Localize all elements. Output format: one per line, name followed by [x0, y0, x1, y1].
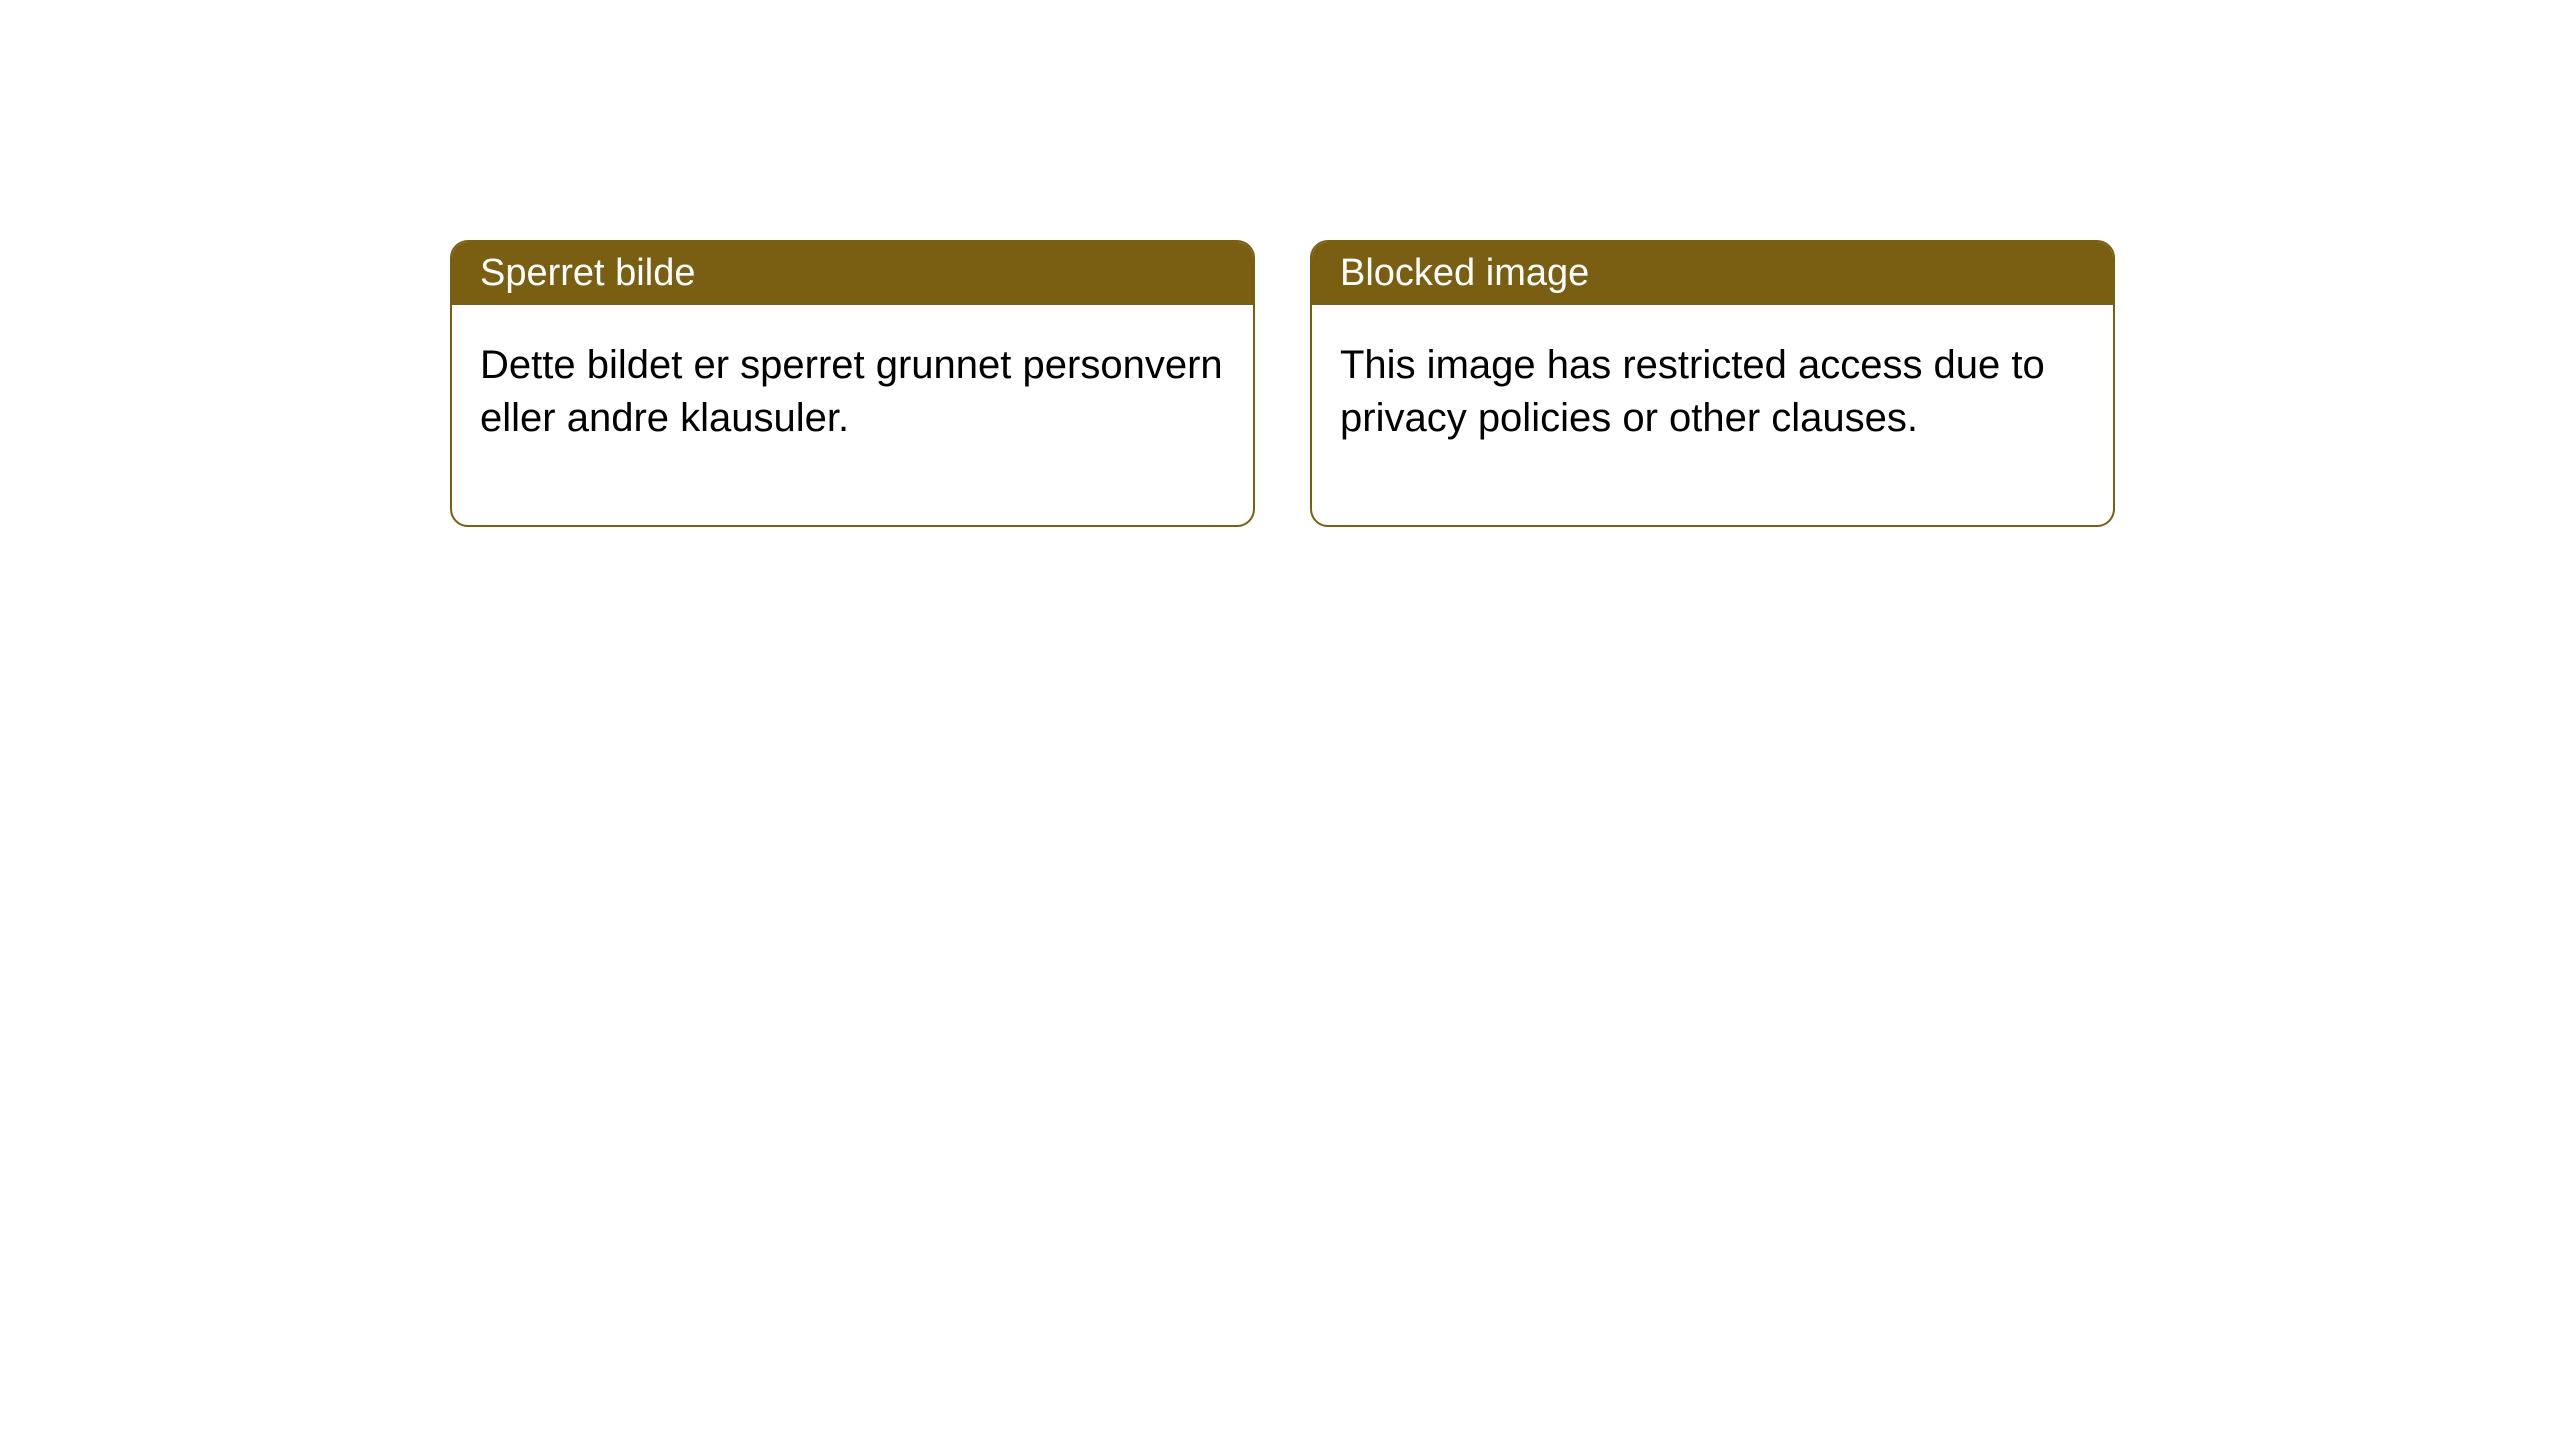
notice-card-english: Blocked image This image has restricted … [1310, 240, 2115, 527]
notice-body: Dette bildet er sperret grunnet personve… [452, 305, 1253, 525]
notice-title: Sperret bilde [480, 252, 695, 294]
notice-card-norwegian: Sperret bilde Dette bildet er sperret gr… [450, 240, 1255, 527]
notice-body-text: This image has restricted access due to … [1340, 343, 2045, 440]
notice-header: Sperret bilde [452, 242, 1253, 305]
notice-title: Blocked image [1340, 252, 1589, 294]
notice-body-text: Dette bildet er sperret grunnet personve… [480, 343, 1223, 440]
notice-header: Blocked image [1312, 242, 2113, 305]
notice-container: Sperret bilde Dette bildet er sperret gr… [0, 0, 2560, 527]
notice-body: This image has restricted access due to … [1312, 305, 2113, 525]
